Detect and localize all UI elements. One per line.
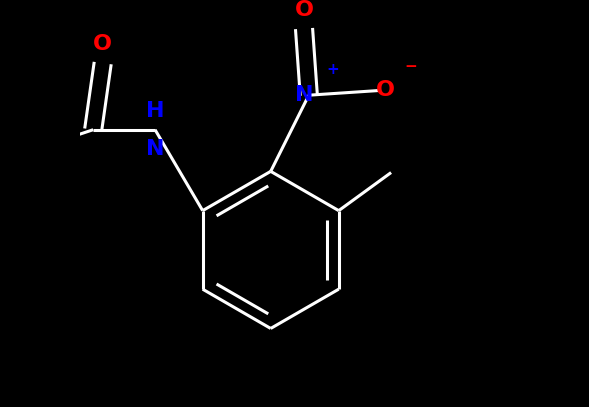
Text: +: + bbox=[326, 61, 339, 77]
Text: O: O bbox=[93, 34, 112, 54]
Text: H: H bbox=[146, 101, 164, 120]
Text: N: N bbox=[294, 85, 313, 105]
Text: −: − bbox=[405, 59, 418, 74]
Text: O: O bbox=[375, 81, 395, 101]
Text: N: N bbox=[146, 139, 164, 159]
Text: O: O bbox=[294, 0, 313, 20]
